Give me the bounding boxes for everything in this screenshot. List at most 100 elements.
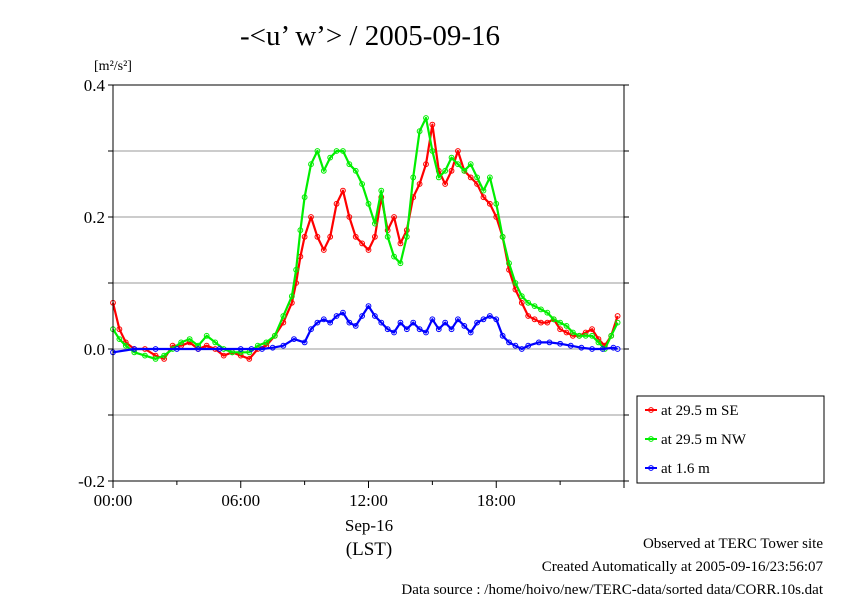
data-point — [288, 293, 295, 300]
data-point — [308, 326, 314, 333]
data-point — [570, 329, 576, 336]
data-point — [271, 332, 278, 339]
data-point — [486, 200, 493, 207]
data-point — [557, 319, 564, 326]
data-point — [280, 313, 287, 319]
data-point — [512, 280, 519, 286]
data-point — [314, 319, 321, 326]
data-point — [403, 233, 410, 240]
legend-swatch-dot — [648, 436, 654, 442]
data-point — [525, 313, 532, 319]
series-line — [111, 123, 619, 360]
series-3 — [110, 303, 621, 356]
data-point — [269, 344, 276, 351]
data-point — [455, 161, 461, 168]
data-point — [518, 293, 525, 300]
series-1 — [110, 121, 621, 362]
data-point — [531, 316, 538, 323]
data-point — [429, 316, 436, 323]
data-point — [614, 313, 621, 319]
data-point — [442, 181, 449, 187]
data-point — [314, 148, 321, 154]
data-point — [216, 346, 223, 352]
data-point — [397, 319, 404, 326]
data-point — [474, 174, 480, 181]
data-point — [308, 214, 314, 220]
data-point — [608, 332, 615, 339]
data-point — [248, 346, 255, 352]
data-point — [486, 313, 493, 319]
series-line — [112, 116, 619, 360]
data-point — [237, 346, 244, 352]
y-tick-label: -0.2 — [78, 472, 105, 491]
data-point — [535, 339, 542, 346]
data-point — [576, 332, 583, 339]
data-point — [352, 233, 359, 240]
data-point — [538, 306, 544, 313]
data-point — [442, 167, 449, 174]
data-point — [352, 167, 359, 174]
data-point — [578, 344, 585, 351]
data-point — [186, 336, 193, 343]
data-point — [263, 339, 270, 346]
data-point — [301, 339, 308, 346]
data-point — [467, 161, 474, 168]
legend: at 29.5 m SE at 29.5 m NW at 1.6 m — [636, 395, 825, 484]
data-point — [327, 154, 334, 161]
data-point — [480, 194, 487, 201]
data-point — [371, 313, 378, 319]
data-point — [293, 266, 300, 273]
data-point — [346, 214, 353, 220]
data-point — [599, 346, 606, 352]
data-point — [538, 319, 544, 326]
data-point — [589, 326, 595, 333]
data-point — [493, 316, 500, 323]
data-point — [397, 260, 404, 267]
data-point — [314, 233, 321, 240]
x-tick-label: 06:00 — [221, 491, 260, 510]
data-point — [152, 346, 159, 352]
data-point — [423, 115, 429, 121]
x-axis-label: Sep-16 — [345, 516, 393, 535]
data-point — [442, 319, 449, 326]
data-point — [544, 319, 551, 326]
data-point — [563, 329, 570, 336]
grid-lines — [113, 150, 624, 416]
series-2 — [110, 115, 621, 362]
data-point — [391, 329, 397, 336]
data-point — [614, 319, 621, 326]
data-point — [391, 214, 397, 220]
data-point — [320, 167, 327, 174]
data-point — [557, 340, 564, 347]
data-point — [333, 200, 340, 207]
data-point — [359, 313, 366, 319]
data-point — [365, 247, 372, 253]
data-point — [589, 346, 595, 352]
y-tick-label: 0.0 — [84, 340, 105, 359]
data-point — [448, 167, 455, 174]
data-point — [480, 187, 487, 194]
legend-label: at 29.5 m SE — [661, 403, 739, 419]
data-point — [297, 227, 304, 234]
data-point — [246, 356, 253, 362]
data-point — [416, 181, 423, 187]
data-point — [423, 329, 429, 336]
data-point — [327, 233, 334, 240]
data-point — [195, 346, 202, 352]
data-point — [365, 303, 372, 310]
data-point — [563, 323, 570, 329]
data-point — [480, 316, 487, 323]
data-point — [333, 148, 340, 154]
data-point — [280, 342, 287, 349]
data-point — [550, 316, 557, 323]
data-point — [365, 200, 372, 207]
data-point — [493, 200, 500, 207]
series-line — [112, 305, 618, 354]
data-point — [178, 339, 185, 346]
data-point — [346, 161, 353, 168]
footer-observed: Observed at TERC Tower site — [642, 536, 823, 552]
data-point — [371, 233, 378, 240]
data-point — [320, 316, 327, 323]
data-point — [557, 326, 564, 333]
